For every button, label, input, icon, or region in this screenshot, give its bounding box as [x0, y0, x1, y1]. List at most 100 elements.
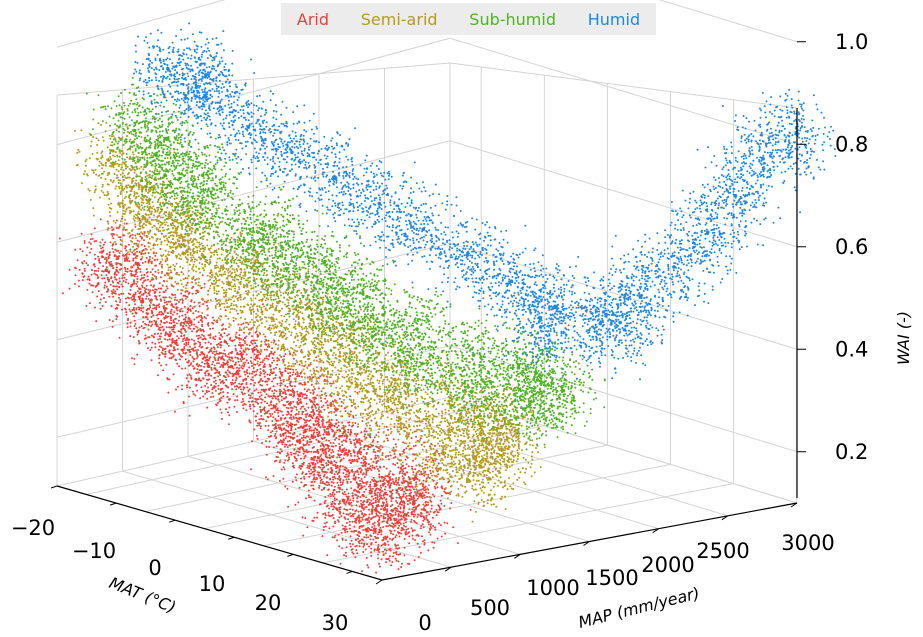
data-point-jitter	[313, 396, 316, 399]
data-point-jitter	[246, 372, 249, 375]
data-point-jitter	[312, 484, 315, 487]
data-point-jitter	[130, 190, 133, 193]
data-point-jitter	[270, 400, 273, 403]
data-point-jitter	[322, 513, 325, 515]
data-point-jitter	[221, 335, 224, 338]
data-point-jitter	[403, 519, 406, 521]
data-point-jitter	[99, 251, 102, 254]
data-point-jitter	[321, 416, 324, 419]
data-point-jitter	[83, 173, 86, 176]
data-point-jitter	[105, 258, 108, 261]
data-point-jitter	[103, 284, 106, 287]
data-point-jitter	[217, 352, 220, 355]
data-point-jitter	[419, 551, 422, 554]
data-point-jitter	[93, 240, 96, 243]
data-point-jitter	[139, 270, 142, 273]
data-point-jitter	[207, 341, 210, 344]
data-point-jitter	[134, 293, 137, 296]
data-point-jitter	[325, 505, 328, 508]
data-point-jitter	[275, 445, 278, 448]
data-point-jitter	[385, 513, 388, 516]
data-point-jitter	[310, 383, 313, 386]
data-point-jitter	[357, 531, 360, 534]
data-point-jitter	[261, 408, 264, 411]
data-point-jitter	[245, 409, 248, 412]
data-point-jitter	[380, 533, 383, 536]
data-point-jitter	[403, 516, 406, 519]
data-point-jitter	[416, 478, 419, 481]
data-point-jitter	[345, 452, 348, 454]
data-point-jitter	[142, 276, 145, 279]
data-point-jitter	[224, 371, 227, 374]
data-point-jitter	[277, 415, 280, 418]
data-point-jitter	[232, 374, 235, 377]
data-point-jitter	[163, 299, 166, 302]
data-point-jitter	[133, 319, 136, 322]
data-point-jitter	[88, 157, 91, 160]
data-point-jitter	[302, 439, 305, 442]
data-point-jitter	[296, 403, 299, 406]
data-point-jitter	[399, 518, 402, 521]
data-point-jitter	[331, 382, 333, 385]
data-point-jitter	[246, 386, 249, 389]
data-point-jitter	[345, 508, 348, 511]
data-point-jitter	[369, 446, 372, 449]
data-point-jitter	[96, 151, 99, 154]
data-point-jitter	[119, 263, 122, 266]
data-point-jitter	[139, 290, 142, 293]
data-point-jitter	[142, 327, 145, 330]
data-point-jitter	[243, 357, 246, 360]
data-point-jitter	[319, 397, 322, 399]
data-point-jitter	[131, 309, 134, 311]
data-point-jitter	[230, 383, 233, 386]
data-point-jitter	[170, 357, 173, 360]
data-point-jitter	[356, 439, 359, 442]
data-point-jitter	[124, 270, 127, 273]
data-point-jitter	[157, 287, 160, 290]
data-point-jitter	[271, 361, 274, 364]
data-point-jitter	[200, 369, 203, 371]
data-point-jitter	[115, 270, 118, 272]
data-point-jitter	[163, 296, 166, 299]
data-point-jitter	[319, 455, 322, 458]
data-point-jitter	[375, 460, 378, 463]
data-point-jitter	[314, 450, 317, 453]
data-point-jitter	[358, 545, 361, 548]
data-point-jitter	[99, 218, 102, 221]
data-point-jitter	[412, 513, 415, 516]
data-point-jitter	[411, 537, 414, 540]
data-point-jitter	[265, 388, 268, 391]
data-point-jitter	[327, 445, 330, 447]
data-point-jitter	[349, 395, 352, 398]
data-point-jitter	[371, 508, 374, 511]
data-point-jitter	[411, 510, 413, 513]
data-point-jitter	[400, 503, 403, 506]
data-point-jitter	[306, 526, 309, 529]
data-point-jitter	[117, 227, 120, 230]
data-point-jitter	[411, 500, 414, 503]
data-point-jitter	[144, 218, 147, 221]
data-point-jitter	[158, 326, 161, 329]
data-point-jitter	[150, 316, 153, 318]
data-point-jitter	[259, 425, 262, 428]
data-point-jitter	[204, 392, 207, 395]
data-point-jitter	[227, 386, 230, 389]
data-point-jitter	[211, 392, 214, 395]
data-point-jitter	[272, 404, 275, 407]
data-point-jitter	[428, 531, 431, 534]
data-point-jitter	[173, 346, 175, 349]
data-point-jitter	[201, 345, 204, 348]
data-point-jitter	[127, 282, 130, 285]
data-point-jitter	[102, 139, 105, 142]
data-point-jitter	[303, 484, 306, 486]
data-point-jitter	[287, 425, 290, 428]
data-point-jitter	[150, 320, 153, 323]
data-point-jitter	[375, 488, 378, 491]
data-point-jitter	[279, 426, 282, 429]
data-point-jitter	[179, 324, 182, 327]
data-point-jitter	[180, 283, 183, 285]
data-point-jitter	[349, 512, 352, 515]
data-point-jitter	[395, 534, 398, 537]
data-point-jitter	[227, 375, 230, 378]
data-point-jitter	[107, 222, 110, 225]
